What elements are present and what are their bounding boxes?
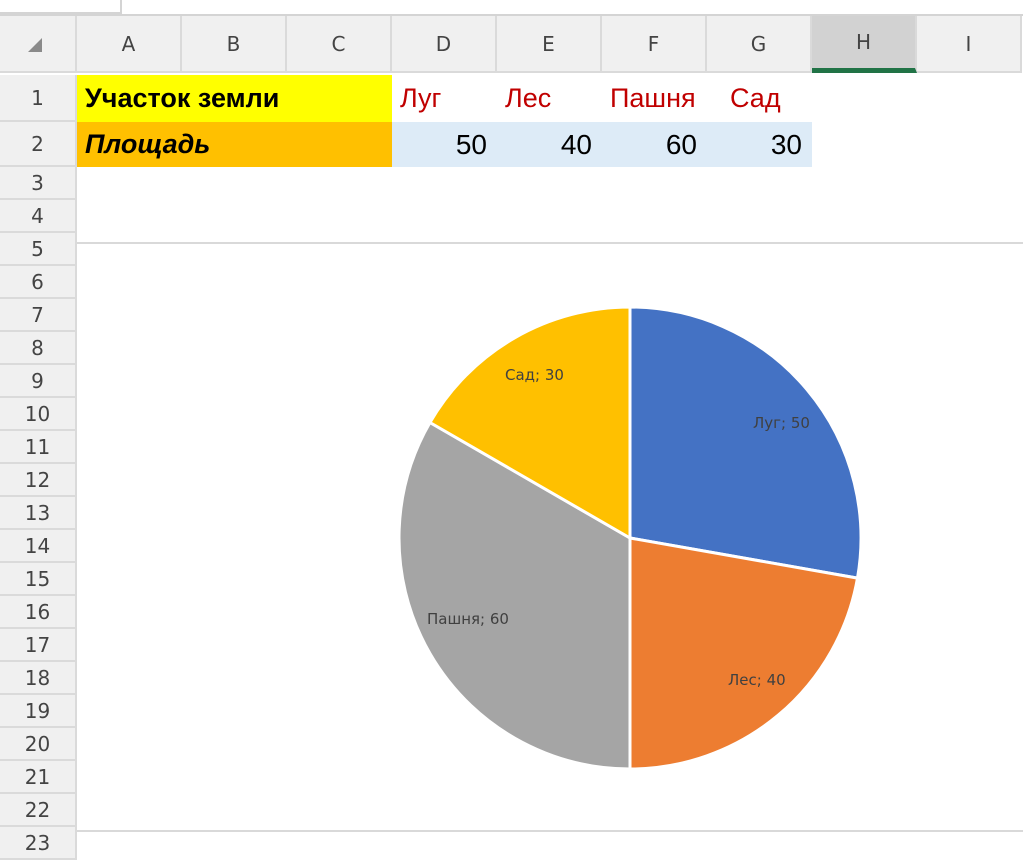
row-header-9[interactable]: 9 bbox=[0, 365, 77, 398]
name-box[interactable] bbox=[0, 0, 122, 14]
row-header-7[interactable]: 7 bbox=[0, 299, 77, 332]
row-header-20[interactable]: 20 bbox=[0, 728, 77, 761]
row-header-3[interactable]: 3 bbox=[0, 167, 77, 200]
pie-slice-2[interactable] bbox=[397, 420, 632, 771]
row-header-1[interactable]: 1 bbox=[0, 75, 77, 122]
row-header-18[interactable]: 18 bbox=[0, 662, 77, 695]
data-label-sad: Сад; 30 bbox=[505, 366, 564, 384]
select-all-button[interactable] bbox=[0, 16, 77, 73]
column-header-e[interactable]: E bbox=[497, 16, 602, 73]
row-header-6[interactable]: 6 bbox=[0, 266, 77, 299]
cell-g2[interactable]: 30 bbox=[707, 122, 812, 167]
pie-chart[interactable]: Луг; 50 Лес; 40 Пашня; 60 Сад; 30 bbox=[77, 242, 1023, 832]
data-label-lug: Луг; 50 bbox=[753, 414, 810, 432]
cell-e1[interactable]: Лес bbox=[505, 83, 552, 113]
row-header-4[interactable]: 4 bbox=[0, 200, 77, 233]
cell-e2[interactable]: 40 bbox=[497, 122, 602, 167]
row-header-2[interactable]: 2 bbox=[0, 122, 77, 167]
row-header-17[interactable]: 17 bbox=[0, 629, 77, 662]
row-header-21[interactable]: 21 bbox=[0, 761, 77, 794]
row-header-15[interactable]: 15 bbox=[0, 563, 77, 596]
select-all-icon bbox=[28, 38, 42, 52]
cell-g1[interactable]: Сад bbox=[730, 83, 781, 113]
cell-f1[interactable]: Пашня bbox=[610, 83, 696, 113]
pie-slice-0[interactable] bbox=[628, 305, 863, 580]
column-header-f[interactable]: F bbox=[602, 16, 707, 73]
row-header-19[interactable]: 19 bbox=[0, 695, 77, 728]
row-header-12[interactable]: 12 bbox=[0, 464, 77, 497]
cell-a2[interactable]: Площадь bbox=[77, 122, 392, 167]
row-header-14[interactable]: 14 bbox=[0, 530, 77, 563]
cell-d2[interactable]: 50 bbox=[392, 122, 497, 167]
column-header-g[interactable]: G bbox=[707, 16, 812, 73]
cell-a1[interactable]: Участок земли bbox=[77, 75, 392, 122]
column-header-c[interactable]: C bbox=[287, 16, 392, 73]
pie-slice-1[interactable] bbox=[628, 536, 860, 771]
column-header-h[interactable]: H bbox=[812, 16, 917, 73]
row-header-10[interactable]: 10 bbox=[0, 398, 77, 431]
row-header-16[interactable]: 16 bbox=[0, 596, 77, 629]
column-header-b[interactable]: B bbox=[182, 16, 287, 73]
row-header-13[interactable]: 13 bbox=[0, 497, 77, 530]
data-label-les: Лес; 40 bbox=[728, 671, 786, 689]
column-header-d[interactable]: D bbox=[392, 16, 497, 73]
row-header-11[interactable]: 11 bbox=[0, 431, 77, 464]
formula-bar-strip bbox=[0, 0, 1023, 16]
column-header-i[interactable]: I bbox=[917, 16, 1022, 73]
row-header-8[interactable]: 8 bbox=[0, 332, 77, 365]
row-header-23[interactable]: 23 bbox=[0, 827, 77, 860]
row-header-5[interactable]: 5 bbox=[0, 233, 77, 266]
data-label-pashnya: Пашня; 60 bbox=[427, 610, 509, 628]
pie-slice-3[interactable] bbox=[427, 305, 632, 541]
pie-chart-svg: Луг; 50 Лес; 40 Пашня; 60 Сад; 30 bbox=[397, 305, 863, 771]
column-header-a[interactable]: A bbox=[77, 16, 182, 73]
row-header-22[interactable]: 22 bbox=[0, 794, 77, 827]
cell-d1[interactable]: Луг bbox=[400, 83, 442, 113]
cell-f2[interactable]: 60 bbox=[602, 122, 707, 167]
